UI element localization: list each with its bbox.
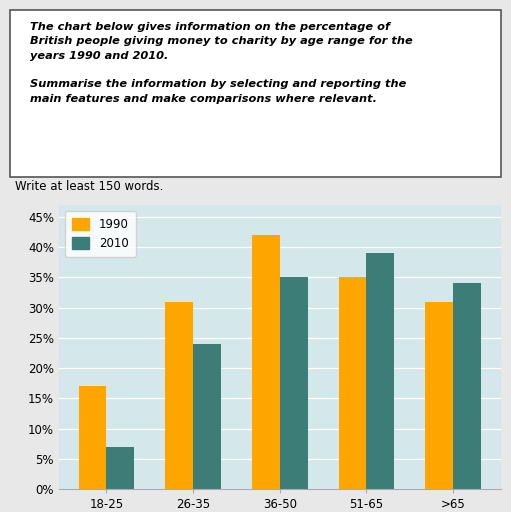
Bar bbox=[453, 284, 481, 489]
Legend: 1990, 2010: 1990, 2010 bbox=[65, 211, 136, 257]
Bar bbox=[106, 446, 134, 489]
Bar bbox=[252, 235, 280, 489]
Text: Write at least 150 words.: Write at least 150 words. bbox=[15, 180, 164, 194]
Bar bbox=[425, 302, 453, 489]
Text: The chart below gives information on the percentage of
British people giving mon: The chart below gives information on the… bbox=[30, 22, 412, 104]
Bar bbox=[280, 278, 308, 489]
Bar bbox=[166, 302, 193, 489]
FancyBboxPatch shape bbox=[10, 10, 501, 177]
Bar bbox=[339, 278, 366, 489]
Bar bbox=[193, 344, 221, 489]
Bar bbox=[366, 253, 394, 489]
Bar bbox=[79, 386, 106, 489]
